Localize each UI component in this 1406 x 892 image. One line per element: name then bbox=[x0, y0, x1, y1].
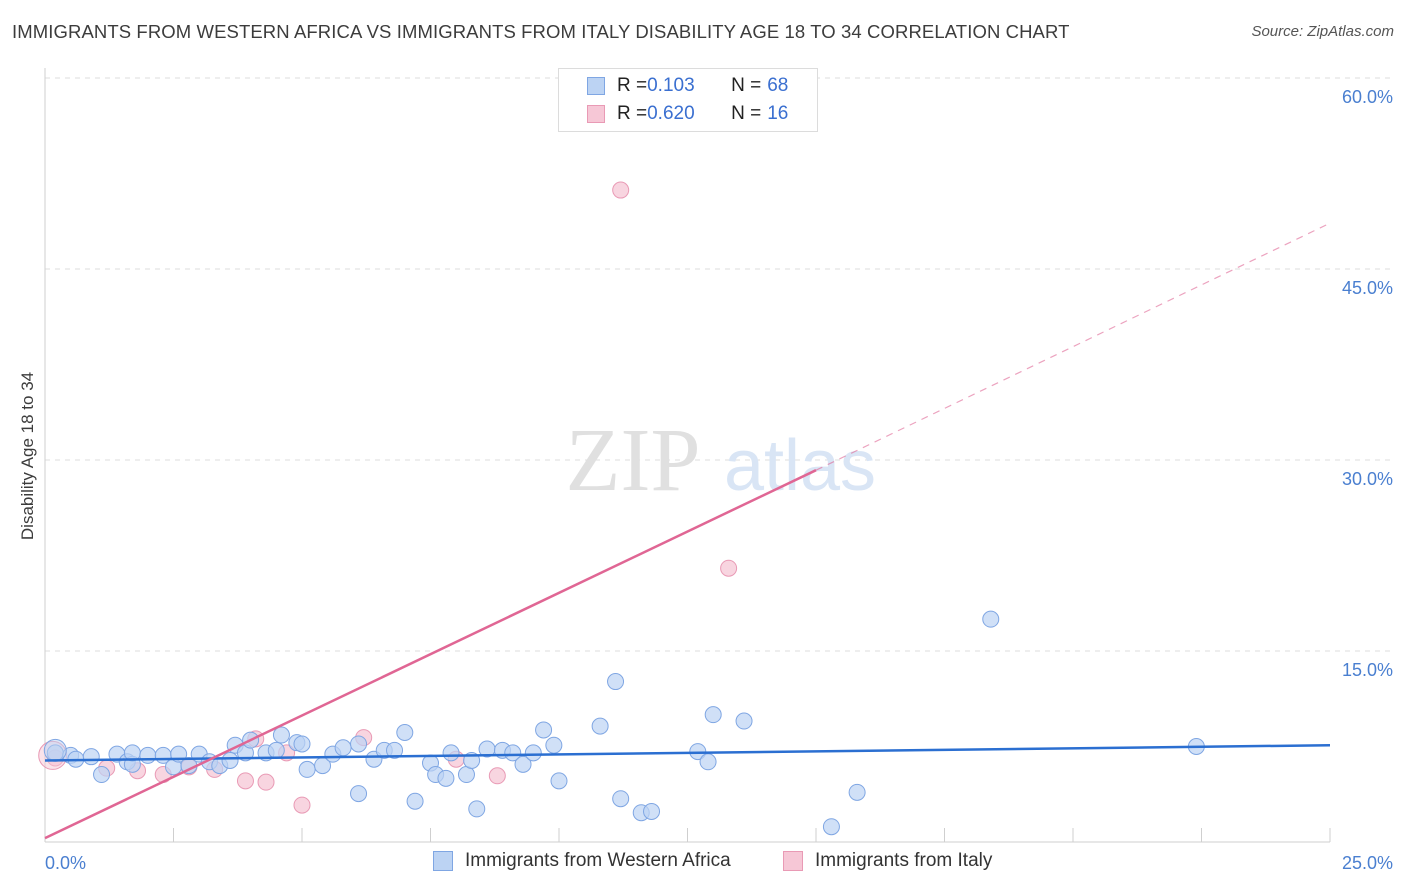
data-point-western-africa bbox=[550, 772, 568, 790]
data-point-western-africa bbox=[293, 735, 311, 753]
correlation-legend: R = 0.103 N = 68 R = 0.620 N = 16 bbox=[558, 68, 818, 132]
legend-row-italy: R = 0.620 N = 16 bbox=[587, 101, 788, 127]
data-point-western-africa bbox=[437, 769, 455, 787]
legend-item-italy[interactable]: Immigrants from Italy bbox=[783, 850, 992, 872]
x-tick-label: 25.0% bbox=[1342, 853, 1393, 873]
trend-lines bbox=[44, 222, 1331, 840]
legend-n-value: 16 bbox=[767, 103, 789, 124]
y-tick-label: 45.0% bbox=[1342, 278, 1393, 298]
data-point-western-africa bbox=[298, 760, 316, 778]
legend-swatch-pink bbox=[783, 851, 803, 871]
data-point-western-africa bbox=[643, 802, 661, 820]
data-point-western-africa bbox=[612, 790, 630, 808]
data-point-western-africa bbox=[822, 818, 840, 836]
y-tick-label: 60.0% bbox=[1342, 87, 1393, 107]
legend-row-western-africa: R = 0.103 N = 68 bbox=[587, 73, 788, 99]
legend-swatch-blue bbox=[433, 851, 453, 871]
watermark-zip: ZIP bbox=[566, 411, 701, 510]
legend-n-label: N = bbox=[731, 75, 762, 96]
data-point-western-africa bbox=[514, 755, 532, 773]
legend-r-label: R = bbox=[617, 75, 648, 96]
legend-item-western-africa[interactable]: Immigrants from Western Africa bbox=[433, 850, 731, 872]
data-point-italy bbox=[720, 559, 738, 577]
series-western-africa-points bbox=[43, 610, 1205, 836]
axis-ticks: 15.0% 30.0% 45.0% 60.0% 0.0% 25.0% bbox=[44, 87, 1393, 873]
y-tick-label: 30.0% bbox=[1342, 469, 1393, 489]
data-point-western-africa bbox=[535, 721, 553, 739]
data-point-italy bbox=[257, 773, 275, 791]
data-point-italy bbox=[293, 796, 311, 814]
trend-line-italy bbox=[44, 469, 817, 840]
y-tick-label: 15.0% bbox=[1342, 660, 1393, 680]
data-point-western-africa bbox=[350, 785, 368, 803]
source-label: Source: ZipAtlas.com bbox=[1251, 23, 1394, 40]
legend-r-label: R = bbox=[617, 103, 648, 124]
data-point-western-africa bbox=[545, 736, 563, 754]
data-point-western-africa bbox=[704, 706, 722, 724]
data-point-western-africa bbox=[468, 800, 486, 818]
legend-label-western-africa: Immigrants from Western Africa bbox=[465, 850, 731, 871]
series-legend: Immigrants from Western Africa Immigrant… bbox=[0, 850, 1406, 878]
data-point-western-africa-cluster bbox=[43, 738, 67, 762]
legend-label-italy: Immigrants from Italy bbox=[815, 850, 993, 871]
data-point-italy bbox=[612, 181, 630, 199]
data-point-western-africa bbox=[504, 744, 522, 762]
x-tick-label: 0.0% bbox=[45, 853, 86, 873]
data-point-italy bbox=[488, 767, 506, 785]
data-point-western-africa bbox=[442, 744, 460, 762]
grid-lines bbox=[45, 77, 1392, 652]
legend-r-value: 0.103 bbox=[647, 75, 695, 96]
data-point-western-africa bbox=[848, 783, 866, 801]
watermark-atlas: atlas bbox=[724, 426, 876, 506]
data-point-western-africa bbox=[406, 792, 424, 810]
data-point-western-africa bbox=[267, 741, 285, 759]
trend-line-western-africa bbox=[44, 743, 1331, 762]
data-point-western-africa bbox=[396, 723, 414, 741]
data-point-western-africa bbox=[699, 753, 717, 771]
data-point-western-africa bbox=[334, 739, 352, 757]
legend-n-label: N = bbox=[731, 103, 762, 124]
data-point-western-africa bbox=[139, 746, 157, 764]
data-point-western-africa bbox=[735, 712, 753, 730]
legend-n-value: 68 bbox=[767, 75, 789, 96]
data-point-western-africa bbox=[221, 752, 239, 770]
data-point-western-africa bbox=[350, 735, 368, 753]
data-point-western-africa bbox=[272, 726, 290, 744]
data-point-western-africa bbox=[82, 748, 100, 766]
data-point-western-africa bbox=[607, 673, 625, 691]
data-point-western-africa bbox=[524, 744, 542, 762]
chart-title: IMMIGRANTS FROM WESTERN AFRICA VS IMMIGR… bbox=[12, 21, 1070, 42]
data-point-western-africa bbox=[591, 717, 609, 735]
data-point-western-africa bbox=[386, 741, 404, 759]
y-axis-label: Disability Age 18 to 34 bbox=[18, 372, 37, 540]
data-point-western-africa bbox=[93, 766, 111, 784]
legend-r-value: 0.620 bbox=[647, 103, 695, 124]
data-point-western-africa bbox=[982, 610, 1000, 628]
data-point-italy bbox=[236, 772, 254, 790]
legend-swatch-blue bbox=[587, 77, 605, 95]
legend-swatch-pink bbox=[587, 105, 605, 123]
trend-line-italy-projection bbox=[815, 222, 1331, 471]
